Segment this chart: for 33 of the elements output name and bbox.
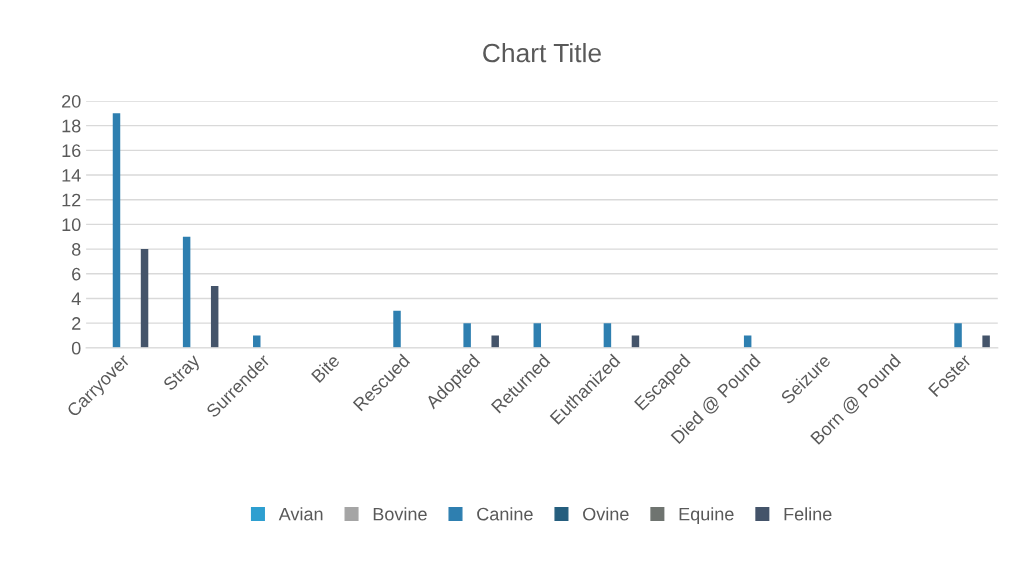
y-tick-label: 8 [71, 243, 81, 256]
chart-title: Chart Title [483, 42, 601, 63]
bar [463, 323, 471, 348]
legend-label: Equine [679, 507, 734, 525]
bar [954, 323, 962, 348]
y-tick-label: 12 [62, 193, 81, 207]
bar [533, 323, 542, 348]
bar [210, 286, 219, 348]
bar [982, 335, 990, 348]
y-tick-label: 18 [62, 119, 81, 133]
legend-label: Avian [278, 507, 323, 521]
y-tick-label: 4 [71, 292, 81, 305]
bar [112, 113, 121, 348]
y-tick-label: 0 [71, 341, 81, 355]
y-tick-label: 14 [62, 169, 81, 182]
x-tick-label: Bite [310, 353, 341, 384]
y-tick-label: 6 [72, 267, 81, 281]
bar [743, 335, 752, 348]
y-tick-label: 16 [62, 144, 81, 158]
legend-label: Feline [784, 507, 832, 521]
bar [491, 335, 499, 348]
bar [182, 236, 191, 348]
bar [140, 249, 149, 348]
bar [253, 335, 261, 348]
legend-label: Ovine [583, 507, 629, 521]
y-tick-label: 20 [62, 94, 81, 108]
bar [631, 335, 640, 348]
bar [393, 310, 401, 348]
y-tick-label: 10 [62, 218, 81, 232]
legend-label: Canine [477, 507, 533, 521]
bar [603, 323, 612, 348]
legend-label: Bovine [373, 507, 427, 521]
y-tick-label: 2 [72, 317, 81, 330]
